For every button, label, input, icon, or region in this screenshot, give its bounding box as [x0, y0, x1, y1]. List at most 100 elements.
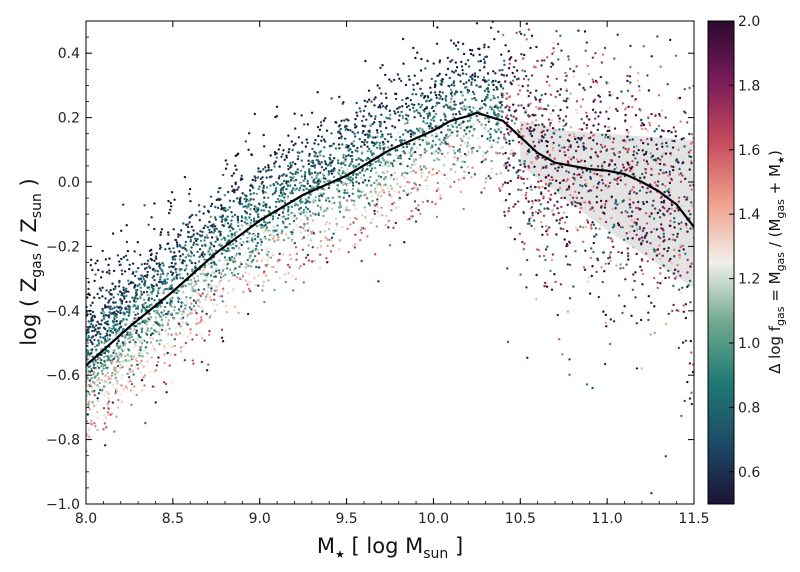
scatter-point [537, 180, 540, 183]
scatter-point [549, 65, 553, 69]
scatter-point [564, 154, 567, 157]
scatter-point [467, 136, 470, 139]
scatter-point [402, 150, 405, 153]
scatter-point [93, 394, 97, 397]
scatter-point [379, 66, 382, 70]
scatter-point [140, 342, 144, 345]
scatter-point [406, 218, 409, 221]
scatter-point [249, 199, 252, 202]
scatter-point [203, 239, 206, 242]
scatter-point [547, 118, 551, 121]
scatter-point [570, 158, 573, 161]
scatter-point [338, 147, 341, 150]
scatter-point [624, 210, 627, 213]
scatter-point [149, 336, 152, 339]
scatter-point [551, 142, 554, 146]
scatter-point [522, 77, 526, 81]
scatter-point [100, 365, 103, 368]
scatter-point [421, 93, 424, 97]
scatter-point [686, 258, 689, 262]
scatter-point [539, 179, 543, 183]
scatter-point [333, 201, 336, 205]
scatter-point [460, 107, 463, 110]
scatter-point [145, 275, 148, 279]
scatter-point [594, 52, 597, 55]
scatter-point [353, 246, 357, 249]
scatter-point [673, 217, 676, 220]
scatter-point [513, 110, 516, 113]
scatter-point [425, 187, 428, 191]
scatter-point [541, 225, 544, 228]
scatter-point [440, 141, 443, 144]
scatter-point [508, 106, 511, 109]
scatter-point [406, 150, 410, 154]
scatter-point [226, 291, 230, 295]
scatter-point [689, 155, 693, 159]
scatter-point [355, 176, 358, 179]
scatter-point [688, 86, 691, 90]
scatter-point [656, 211, 660, 215]
scatter-point [631, 169, 634, 172]
scatter-point [144, 332, 148, 335]
scatter-point [429, 146, 432, 150]
scatter-point [218, 243, 221, 247]
scatter-point [688, 168, 691, 171]
scatter-point [435, 172, 439, 175]
scatter-point [215, 303, 219, 306]
scatter-point [564, 115, 568, 118]
scatter-point [596, 186, 599, 189]
scatter-point [403, 241, 406, 244]
scatter-point [671, 238, 674, 241]
scatter-point [86, 366, 89, 369]
scatter-point [622, 266, 625, 270]
scatter-point [352, 184, 355, 187]
scatter-point [133, 328, 136, 331]
scatter-point [547, 189, 550, 193]
scatter-point [342, 160, 345, 163]
scatter-point [253, 234, 257, 237]
scatter-point [666, 189, 669, 193]
scatter-point [610, 93, 614, 97]
scatter-point [601, 133, 604, 137]
scatter-point [675, 159, 678, 162]
scatter-point [678, 249, 681, 252]
scatter-point [348, 209, 351, 212]
scatter-point [683, 399, 686, 403]
scatter-point [677, 346, 681, 350]
scatter-point [389, 113, 392, 117]
scatter-point [176, 333, 179, 337]
scatter-point [286, 184, 290, 188]
scatter-point [680, 138, 683, 141]
scatter-point [330, 172, 334, 175]
scatter-point [386, 117, 389, 120]
scatter-point [260, 226, 263, 229]
scatter-point [143, 298, 146, 301]
scatter-point [346, 188, 349, 192]
scatter-point [643, 236, 646, 240]
scatter-point [589, 189, 593, 192]
scatter-point [364, 216, 367, 219]
scatter-point [494, 79, 497, 83]
scatter-point [99, 323, 103, 326]
scatter-point [631, 288, 635, 291]
scatter-point [203, 279, 206, 282]
scatter-point [192, 362, 195, 365]
scatter-point [202, 255, 205, 258]
scatter-point [425, 141, 428, 144]
scatter-point [529, 132, 532, 136]
scatter-point [632, 273, 635, 276]
scatter-point [469, 52, 473, 56]
scatter-point [372, 144, 375, 147]
scatter-point [530, 134, 534, 138]
scatter-point [578, 128, 581, 131]
scatter-point [418, 184, 421, 187]
scatter-point [287, 208, 290, 211]
scatter-point [90, 320, 93, 323]
scatter-point [248, 216, 251, 219]
scatter-point [486, 87, 489, 90]
scatter-point [436, 74, 439, 78]
scatter-point [565, 215, 568, 219]
scatter-point [608, 94, 611, 97]
scatter-point [658, 252, 661, 255]
scatter-point [199, 230, 202, 233]
